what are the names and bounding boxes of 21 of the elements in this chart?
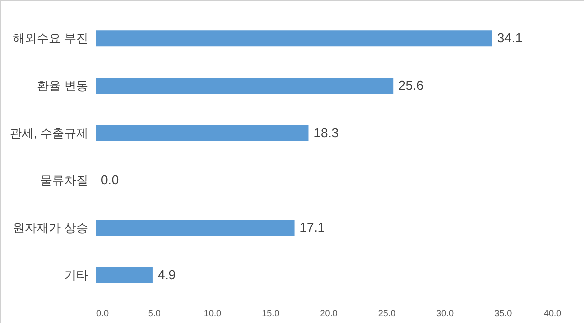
x-tick-label: 25.0 <box>378 308 396 318</box>
data-label: 18.3 <box>314 125 340 140</box>
x-tick-label: 30.0 <box>436 308 454 318</box>
y-tick-label: 관세, 수출규제 <box>10 126 88 140</box>
data-label: 17.1 <box>300 220 326 235</box>
x-tick-label: 0.0 <box>96 308 110 318</box>
y-tick-label: 원자재가 상승 <box>13 221 88 235</box>
y-tick-label: 물류차질 <box>40 174 88 188</box>
x-tick-label: 15.0 <box>262 308 280 318</box>
x-tick-label: 20.0 <box>320 308 338 318</box>
data-label: 25.6 <box>398 78 424 93</box>
x-tick-label: 10.0 <box>204 308 222 318</box>
x-tick-label: 35.0 <box>494 308 512 318</box>
y-tick-label: 환율 변동 <box>37 79 88 93</box>
data-label: 0.0 <box>101 172 120 188</box>
y-tick-label: 기타 <box>64 268 88 282</box>
data-label: 4.9 <box>158 267 176 282</box>
x-tick-label: 5.0 <box>148 308 161 318</box>
y-tick-label: 해외수요 부진 <box>13 32 88 46</box>
x-tick-label: 40.0 <box>544 308 562 318</box>
data-label: 34.1 <box>497 30 523 46</box>
